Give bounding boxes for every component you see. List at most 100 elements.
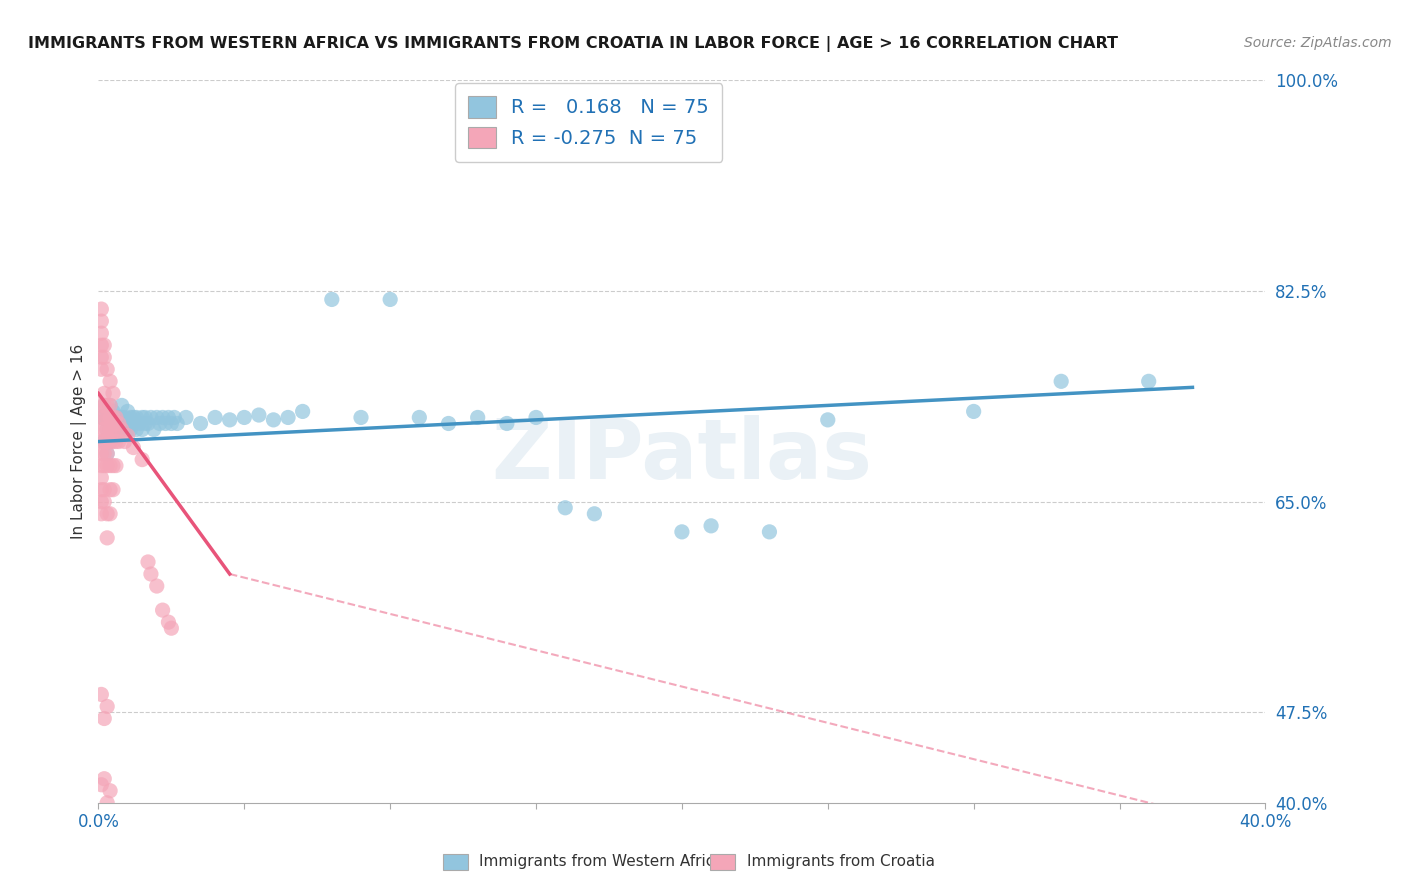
Point bbox=[98, 422, 121, 436]
Point bbox=[90, 301, 112, 316]
Point bbox=[96, 398, 118, 412]
Point bbox=[101, 410, 124, 425]
Point bbox=[101, 404, 124, 418]
Point bbox=[93, 458, 115, 473]
Point bbox=[758, 524, 780, 539]
Point bbox=[174, 410, 197, 425]
Point bbox=[108, 417, 131, 431]
Point bbox=[90, 483, 112, 497]
Point bbox=[93, 386, 115, 401]
Point bbox=[90, 778, 112, 792]
Point bbox=[122, 410, 145, 425]
Text: Immigrants from Western Africa: Immigrants from Western Africa bbox=[479, 855, 724, 869]
Point bbox=[291, 404, 314, 418]
Point bbox=[98, 417, 121, 431]
Point bbox=[350, 410, 373, 425]
Point bbox=[93, 712, 115, 726]
Point bbox=[149, 417, 172, 431]
Point bbox=[131, 452, 153, 467]
Point bbox=[134, 410, 156, 425]
Point bbox=[104, 422, 127, 436]
Point bbox=[128, 417, 150, 431]
Point bbox=[93, 398, 115, 412]
Point bbox=[146, 410, 169, 425]
Point bbox=[90, 470, 112, 484]
Point bbox=[90, 422, 112, 436]
Point bbox=[817, 413, 839, 427]
Point bbox=[152, 603, 174, 617]
Point bbox=[117, 417, 139, 431]
Point bbox=[90, 687, 112, 701]
Point bbox=[96, 410, 118, 425]
Point bbox=[108, 417, 131, 431]
Point bbox=[93, 494, 115, 508]
Point bbox=[122, 417, 145, 431]
Point bbox=[125, 422, 148, 436]
Point bbox=[152, 410, 174, 425]
Point bbox=[90, 410, 112, 425]
Point bbox=[163, 410, 186, 425]
Point bbox=[120, 422, 142, 436]
Point bbox=[1050, 374, 1073, 388]
Point bbox=[380, 293, 402, 307]
Point bbox=[96, 699, 118, 714]
Point bbox=[524, 410, 547, 425]
Point bbox=[117, 428, 139, 442]
Point bbox=[98, 374, 121, 388]
Point bbox=[104, 410, 127, 425]
Point bbox=[101, 422, 124, 436]
Point bbox=[96, 531, 118, 545]
Point bbox=[98, 507, 121, 521]
Text: IMMIGRANTS FROM WESTERN AFRICA VS IMMIGRANTS FROM CROATIA IN LABOR FORCE | AGE >: IMMIGRANTS FROM WESTERN AFRICA VS IMMIGR… bbox=[28, 36, 1118, 52]
Point bbox=[90, 434, 112, 449]
Point bbox=[93, 338, 115, 352]
Point bbox=[93, 398, 115, 412]
Point bbox=[122, 441, 145, 455]
Point bbox=[101, 458, 124, 473]
Point bbox=[96, 446, 118, 460]
Point bbox=[114, 434, 136, 449]
Point bbox=[962, 404, 984, 418]
Y-axis label: In Labor Force | Age > 16: In Labor Force | Age > 16 bbox=[72, 344, 87, 539]
Point bbox=[101, 417, 124, 431]
Point bbox=[134, 417, 156, 431]
Point bbox=[96, 362, 118, 376]
Text: Immigrants from Croatia: Immigrants from Croatia bbox=[747, 855, 935, 869]
Point bbox=[98, 434, 121, 449]
Point bbox=[90, 446, 112, 460]
Text: Source: ZipAtlas.com: Source: ZipAtlas.com bbox=[1244, 36, 1392, 50]
Point bbox=[101, 434, 124, 449]
Point bbox=[554, 500, 576, 515]
Point bbox=[104, 434, 127, 449]
Point bbox=[104, 417, 127, 431]
Point bbox=[98, 398, 121, 412]
Point bbox=[136, 555, 159, 569]
Point bbox=[155, 417, 177, 431]
Point bbox=[120, 410, 142, 425]
Point bbox=[114, 410, 136, 425]
Point bbox=[96, 422, 118, 436]
Point bbox=[93, 434, 115, 449]
Point bbox=[98, 483, 121, 497]
Point bbox=[262, 413, 284, 427]
Point bbox=[93, 772, 115, 786]
Point bbox=[218, 413, 240, 427]
Point bbox=[157, 410, 180, 425]
Point bbox=[166, 417, 188, 431]
Point bbox=[93, 446, 115, 460]
Point bbox=[90, 362, 112, 376]
Point bbox=[117, 422, 139, 436]
Point bbox=[160, 417, 183, 431]
Point bbox=[90, 458, 112, 473]
Point bbox=[111, 410, 134, 425]
Point bbox=[204, 410, 226, 425]
Point bbox=[146, 579, 169, 593]
Point bbox=[90, 314, 112, 328]
Point bbox=[101, 483, 124, 497]
Point bbox=[408, 410, 430, 425]
Point bbox=[96, 446, 118, 460]
Point bbox=[1137, 374, 1160, 388]
Point bbox=[90, 338, 112, 352]
Point bbox=[700, 518, 723, 533]
Point bbox=[111, 398, 134, 412]
